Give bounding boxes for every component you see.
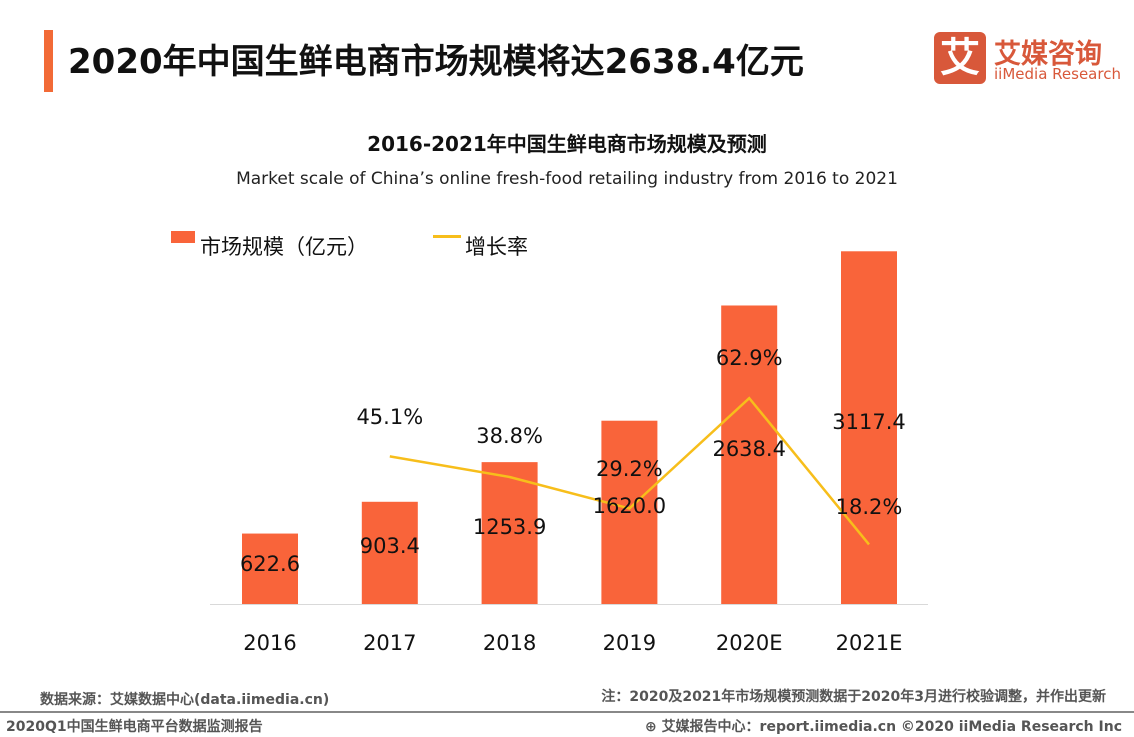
bar [481,462,538,604]
legend-swatch-bar [171,231,195,243]
growth-rate-label: 62.9% [716,346,783,370]
logo: 艾 艾媒咨询 iiMedia Research [934,32,1130,88]
bar-value-label: 622.6 [240,552,300,576]
bar-value-label: 1620.0 [593,494,666,518]
bar [601,420,658,604]
bar-value-label: 1253.9 [473,515,546,539]
x-tick-label: 2017 [363,631,416,655]
report-name: 2020Q1中国生鲜电商平台数据监测报告 [6,719,263,735]
page-title: 2020年中国生鲜电商市场规模将达2638.4亿元 [68,42,804,82]
title-accent-bar [44,30,53,92]
report-site: ⊕ 艾媒报告中心：report.iimedia.cn ©2020 iiMedia… [645,716,1122,736]
legend-swatch-line [433,235,461,238]
growth-rate-label: 18.2% [836,495,903,519]
bar-value-label: 903.4 [360,534,420,558]
bar [721,305,778,604]
footer-divider [0,711,1134,713]
growth-rate-label: 45.1% [356,405,423,429]
report-site-text: 艾媒报告中心：report.iimedia.cn ©2020 iiMedia R… [661,719,1122,735]
bar-value-label: 2638.4 [712,437,785,461]
growth-rate-line [389,396,870,546]
forecast-note: 注：2020及2021年市场规模预测数据于2020年3月进行校验调整，并作出更新 [601,689,1106,705]
source-note: 数据来源：艾媒数据中心(data.iimedia.cn) [40,692,330,708]
x-tick-label: 2019 [603,631,656,655]
growth-rate-label: 29.2% [596,457,663,481]
chart-title: 2016-2021年中国生鲜电商市场规模及预测 [367,132,767,156]
bar [841,251,897,604]
x-tick-label: 2020E [716,631,783,655]
legend-label-bar: 市场规模（亿元） [200,235,368,259]
bar-value-label: 3117.4 [832,410,905,434]
bar [242,533,298,604]
logo-name-en: iiMedia Research [994,65,1121,83]
chart-subtitle: Market scale of China’s online fresh-foo… [236,169,898,189]
growth-rate-label: 38.8% [476,424,543,448]
globe-icon: ⊕ [644,719,657,735]
bar [361,501,418,604]
legend-label-line: 增长率 [465,235,528,259]
logo-name-cn: 艾媒咨询 [994,39,1102,70]
x-tick-label: 2021E [836,631,903,655]
x-tick-label: 2016 [243,631,296,655]
x-tick-label: 2018 [483,631,536,655]
logo-mark: 艾 [934,32,986,84]
